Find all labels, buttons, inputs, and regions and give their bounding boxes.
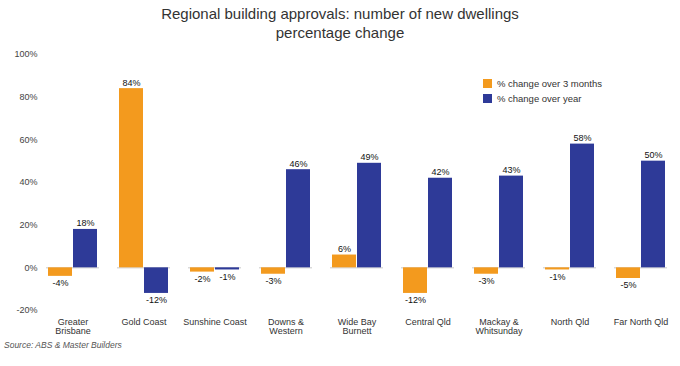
svg-text:Downs &Western: Downs &Western: [268, 317, 304, 336]
html-text:Regional building approvals: n: Regional building approvals: number of n…: [161, 5, 519, 41]
svg-text:-12%: -12%: [405, 295, 426, 305]
svg-text:Sunshine Coast: Sunshine Coast: [183, 317, 247, 327]
svg-text:100%: 100%: [14, 49, 37, 59]
html-text:% change over year: % change over year: [496, 93, 582, 104]
svg-text:60%: 60%: [19, 135, 37, 145]
svg-text:6%: 6%: [338, 244, 351, 254]
svg-text:84%: 84%: [122, 78, 140, 88]
svg-text:-2%: -2%: [194, 274, 210, 284]
svg-text:-1%: -1%: [219, 272, 235, 282]
svg-text:-3%: -3%: [265, 276, 281, 286]
svg-text:18%: 18%: [76, 218, 94, 228]
svg-text:80%: 80%: [19, 92, 37, 102]
svg-text:-20%: -20%: [16, 305, 37, 315]
svg-text:North Qld: North Qld: [551, 317, 590, 327]
svg-text:-12%: -12%: [146, 295, 167, 305]
svg-text:20%: 20%: [19, 220, 37, 230]
svg-text:50%: 50%: [644, 150, 662, 160]
svg-text:43%: 43%: [502, 165, 520, 175]
svg-text:-1%: -1%: [549, 272, 565, 282]
svg-text:40%: 40%: [19, 177, 37, 187]
svg-text:Gold Coast: Gold Coast: [121, 317, 167, 327]
svg-text:-5%: -5%: [620, 280, 636, 290]
html-text:Source: ABS & Master Builders: Source: ABS & Master Builders: [4, 340, 122, 350]
svg-text:Central Qld: Central Qld: [405, 317, 451, 327]
svg-text:58%: 58%: [573, 133, 591, 143]
svg-text:-4%: -4%: [52, 278, 68, 288]
svg-text:Far North Qld: Far North Qld: [614, 317, 669, 327]
svg-text:-3%: -3%: [478, 276, 494, 286]
svg-text:Wide BayBurnett: Wide BayBurnett: [338, 317, 377, 336]
svg-text:0%: 0%: [24, 263, 37, 273]
svg-text:Mackay &Whitsunday: Mackay &Whitsunday: [475, 317, 523, 336]
html-text:% change over 3 months: % change over 3 months: [496, 78, 602, 89]
svg-text:42%: 42%: [431, 167, 449, 177]
svg-text:46%: 46%: [289, 159, 307, 169]
svg-text:49%: 49%: [360, 152, 378, 162]
svg-text:GreaterBrisbane: GreaterBrisbane: [55, 317, 91, 336]
